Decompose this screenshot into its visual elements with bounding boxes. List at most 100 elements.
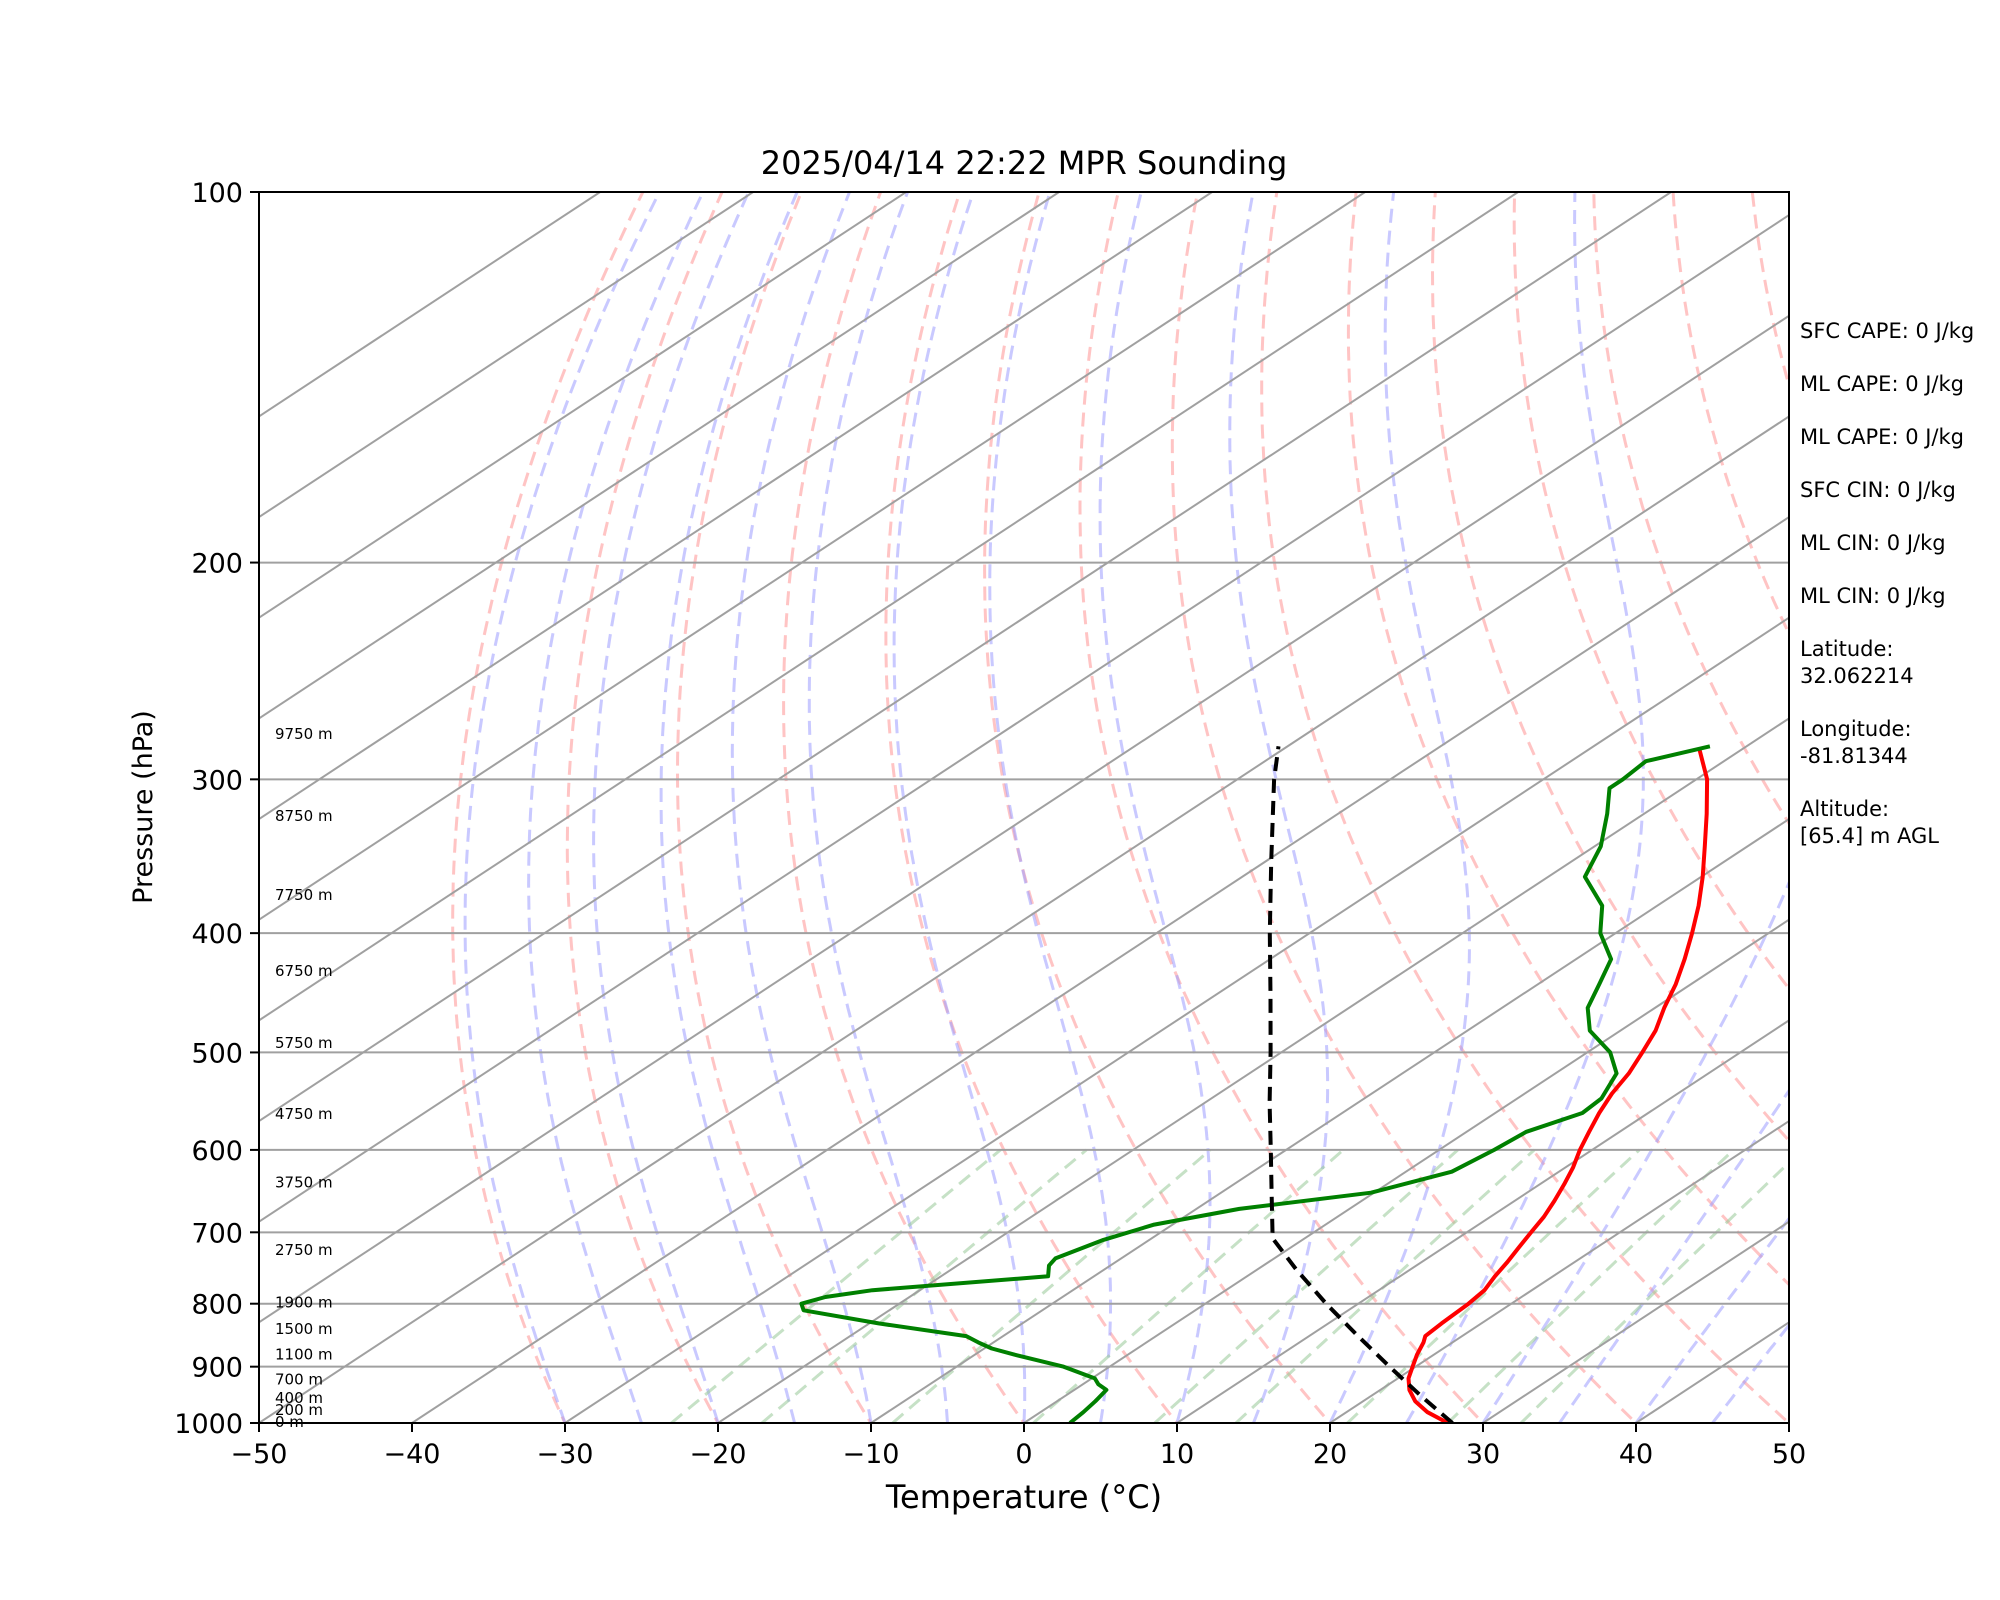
height-label: 9750 m [275,725,333,743]
height-label: 6750 m [275,962,333,980]
moist-adiabat [1405,192,1645,1423]
moist-adiabat [730,192,873,1423]
x-tick-label: −20 [690,1439,747,1470]
moist-adiabat [1481,878,1789,1423]
height-label: 2750 m [275,1241,333,1259]
y-tick-label: 400 [191,919,243,950]
parcel-profile-line [1267,746,1454,1423]
isotherm [1176,1019,1789,1423]
mixing-ratio-line [891,1148,1212,1423]
stat-line: Latitude: [1800,637,1894,661]
y-axis-title: Pressure (hPa) [128,710,159,904]
x-tick-label: 50 [1772,1439,1806,1470]
stat-line: -81.81344 [1800,744,1908,768]
stat-line: 32.062214 [1800,664,1914,688]
isotherm [259,192,1366,921]
height-label: 7750 m [275,886,333,904]
isotherm [717,717,1789,1423]
moist-adiabat [988,192,1113,1423]
isotherm [259,415,1789,1423]
moist-adiabat [463,192,661,1423]
stat-line: ML CAPE: 0 J/kg [1800,425,1964,449]
moist-adiabat [1098,192,1212,1423]
x-tick-label: 20 [1313,1439,1347,1470]
stat-line: Altitude: [1800,797,1889,821]
x-tick-label: 40 [1619,1439,1653,1470]
x-tick-label: 10 [1160,1439,1194,1470]
dry-adiabat [1170,192,1639,1423]
dry-adiabat [1078,192,1486,1423]
height-label: 1900 m [275,1294,333,1312]
height-label: 5750 m [275,1034,333,1052]
isotherm [259,192,1213,821]
dewpoint-line [799,744,1711,1423]
y-tick-label: 300 [191,765,243,796]
isotherm [259,213,1789,1223]
stats-panel: SFC CAPE: 0 J/kg ML CAPE: 0 J/kg ML CAPE: … [1800,319,1974,848]
mixing-ratio-line [1153,1148,1459,1423]
stat-line: [65.4] m AGL [1800,824,1939,848]
isotherm [259,192,1519,1022]
axes: −50 −40 −30 −20 −10 0 10 20 30 40 50 1000 900 800 700 6… [174,178,1806,1470]
y-tick-label: 700 [191,1218,243,1249]
isotherm [259,192,754,519]
moist-adiabat [1328,192,1471,1423]
x-axis-title: Temperature (°C) [885,1478,1162,1516]
moist-adiabat [892,192,1027,1423]
isotherm [1023,918,1789,1423]
isotherm [259,314,1789,1324]
isotherm [1329,1119,1789,1423]
moist-adiabat [527,192,705,1423]
height-label: 1500 m [275,1320,333,1338]
height-label: 400 m [275,1389,323,1407]
height-label: 200 m [275,1401,323,1419]
isotherm [259,192,1672,1123]
dry-adiabat [1260,192,1789,1423]
height-label: 4750 m [275,1105,333,1123]
dry-adiabat [983,192,1332,1423]
stat-line: ML CIN: 0 J/kg [1800,531,1946,555]
stat-line: ML CAPE: 0 J/kg [1800,372,1964,396]
dry-adiabat [565,192,724,1423]
isotherm [564,616,1789,1423]
dry-adiabat [675,192,873,1423]
y-tick-label: 900 [191,1353,243,1384]
x-tick-label: 30 [1466,1439,1500,1470]
y-tick-label: 500 [191,1038,243,1069]
stat-line: SFC CIN: 0 J/kg [1800,478,1956,502]
y-tick-label: 200 [191,549,243,580]
moist-adiabat [1711,1322,1789,1423]
height-label: 1100 m [275,1345,333,1363]
height-label: 700 m [275,1371,323,1389]
x-tick-label: −40 [384,1439,441,1470]
stat-line: ML CIN: 0 J/kg [1800,584,1946,608]
moist-adiabat [659,192,799,1423]
height-label: 3750 m [275,1174,333,1192]
moist-adiabat [807,192,949,1423]
x-tick-label: 0 [1015,1439,1032,1470]
y-tick-label: 1000 [174,1409,243,1440]
x-tick-label: −50 [231,1439,288,1470]
isotherm [259,192,907,619]
mixing-ratio-line [1346,1148,1641,1423]
dry-adiabat [451,192,645,1423]
isotherm [259,192,601,418]
stat-line: SFC CAPE: 0 J/kg [1800,319,1974,343]
isotherm [411,515,1789,1423]
dry-adiabat [1512,192,1789,992]
y-tick-label: 600 [191,1136,243,1167]
y-tick-label: 800 [191,1290,243,1321]
dry-adiabat [1671,192,1789,638]
moist-adiabat [592,192,750,1423]
mixing-ratio-line [1032,1148,1345,1423]
temperature-line [1406,749,1710,1423]
height-label: 8750 m [275,807,333,825]
moist-adiabat [1228,192,1330,1423]
stat-line: Longitude: [1800,717,1912,741]
mixing-ratio-line [670,1148,1002,1423]
y-tick-label: 100 [191,178,243,209]
profile-lines [799,744,1711,1423]
isotherm [259,192,1060,720]
